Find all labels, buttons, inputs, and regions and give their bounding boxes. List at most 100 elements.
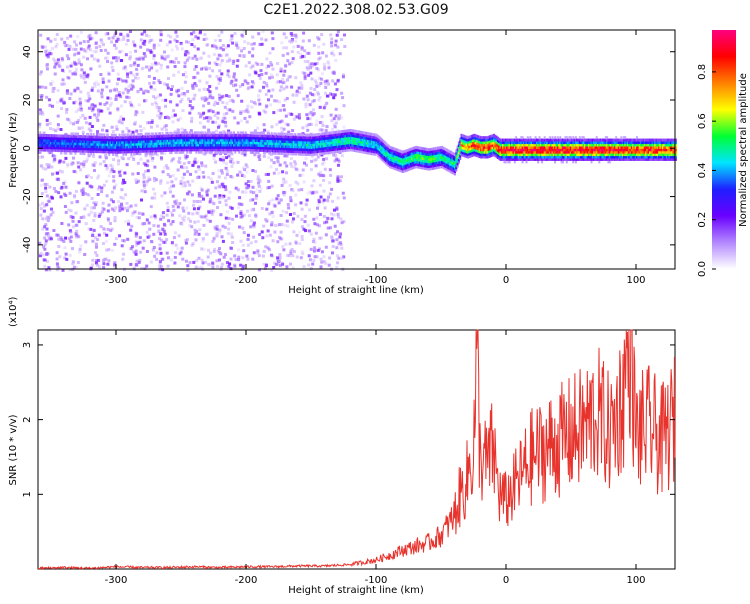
spectrogram-noise-cell [218, 258, 221, 262]
spectrogram-signal-cell [57, 141, 60, 145]
spectrogram-signal-cell [238, 136, 241, 140]
spectrogram-signal-cell [121, 143, 124, 147]
spectrogram-noise-cell [320, 115, 324, 119]
spectrogram-signal-cell [178, 150, 181, 154]
spectrogram-noise-cell [220, 72, 224, 76]
spectrogram-signal-cell [272, 142, 274, 145]
spectrogram-noise-cell [156, 114, 160, 118]
spectrogram-signal-cell [173, 136, 176, 140]
spectrogram-signal-cell [383, 145, 386, 149]
spectrogram-noise-cell [41, 112, 45, 116]
spectrogram-signal-cell [58, 136, 61, 140]
spectrogram-signal-cell [322, 139, 325, 143]
spectrogram-noise-cell [332, 70, 336, 74]
spectrogram-noise-cell [144, 170, 147, 173]
spectrogram-signal-cell [178, 138, 181, 142]
spectrogram-signal-cell [203, 143, 206, 147]
spectrogram-signal-cell [149, 147, 152, 150]
spectrogram-signal-cell [277, 135, 280, 138]
spectrogram-signal-cell [259, 141, 261, 145]
spectrogram-signal-cell [363, 143, 365, 147]
spectrogram-signal-cell [77, 149, 79, 153]
spectrogram-signal-cell [220, 148, 222, 152]
spectrogram-signal-cell [196, 145, 199, 149]
spectrogram-signal-cell [184, 131, 187, 135]
spectrogram-signal-cell [411, 149, 414, 153]
spectrogram-noise-cell [332, 123, 336, 127]
spectrogram-signal-cell [253, 131, 256, 135]
spectrogram-signal-cell [343, 132, 346, 136]
spectrogram-noise-cell [145, 250, 149, 253]
spectrogram-signal-cell [275, 134, 278, 138]
spectrogram-noise-cell [102, 207, 106, 211]
spectrogram-noise-cell [71, 47, 75, 51]
spectrogram-noise-cell [215, 231, 219, 235]
spectrogram-noise-cell [56, 100, 59, 104]
spectrogram-signal-cell [387, 164, 390, 167]
spectrogram-noise-cell [290, 33, 294, 37]
spectrogram-noise-cell [68, 69, 72, 73]
spectrogram-noise-cell [238, 84, 242, 88]
spectrogram-signal-cell [161, 151, 164, 155]
spectrogram-noise-cell [86, 46, 90, 50]
spectrogram-signal-cell [355, 134, 358, 138]
spectrogram-noise-cell [100, 91, 104, 95]
spectrogram-signal-cell [197, 145, 200, 149]
spectrogram-signal-cell [194, 136, 196, 140]
spectrogram-signal-cell [166, 144, 169, 147]
spectrogram-signal-cell [274, 149, 277, 153]
spectrogram-signal-cell [132, 142, 135, 146]
spectrogram-noise-cell [290, 50, 294, 54]
spectrogram-signal-cell [279, 137, 282, 141]
spectrogram-noise-cell [284, 36, 288, 40]
spectrogram-noise-cell [60, 82, 64, 86]
spectrogram-noise-cell [210, 210, 214, 214]
spectrogram-noise-cell [217, 169, 221, 173]
spectrogram-noise-cell [106, 166, 109, 170]
spectrogram-signal-cell [121, 138, 124, 142]
spectrogram-noise-cell [65, 91, 69, 95]
spectrogram-noise-cell [333, 159, 337, 163]
spectrogram-signal-cell [292, 138, 295, 141]
spectrogram-noise-cell [45, 203, 49, 206]
spectrogram-signal-cell [209, 148, 212, 152]
spectrogram-noise-cell [327, 66, 331, 70]
spectrogram-noise-cell [248, 115, 252, 119]
spectrogram-noise-cell [62, 100, 66, 104]
spectrogram-signal-cell [389, 155, 391, 159]
spectrogram-noise-cell [174, 44, 178, 48]
spectrogram-signal-cell [257, 143, 260, 147]
spectrogram-noise-cell [336, 175, 340, 179]
spectrogram-noise-cell [202, 125, 206, 129]
spectrogram-signal-cell [122, 136, 125, 139]
spectrogram-noise-cell [295, 89, 299, 93]
spectrogram-noise-cell [186, 264, 190, 268]
spectrogram-signal-cell [390, 146, 393, 150]
spectrogram-signal-cell [48, 148, 51, 152]
spectrogram-signal-cell [132, 145, 135, 149]
spectrogram-noise-cell [282, 32, 286, 36]
spectrogram-noise-cell [234, 83, 238, 87]
spectrogram-signal-cell [175, 134, 178, 137]
spectrogram-signal-cell [58, 139, 61, 143]
spectrogram-noise-cell [124, 53, 128, 57]
spectrogram-signal-cell [294, 142, 297, 146]
spectrogram-noise-cell [94, 80, 98, 84]
spectrogram-noise-cell [186, 170, 190, 174]
spectrogram-signal-cell [343, 149, 346, 153]
spectrogram-noise-cell [282, 46, 286, 50]
spectrogram-noise-cell [139, 38, 143, 42]
spectrogram-signal-cell [191, 133, 194, 137]
spectrogram-signal-cell [160, 151, 163, 155]
spectrogram-noise-cell [193, 54, 197, 58]
spectrogram-noise-cell [204, 232, 208, 236]
spectrogram-signal-cell [194, 143, 196, 147]
spectrogram-signal-cell [223, 145, 226, 149]
spectrogram-noise-cell [233, 116, 237, 120]
spectrogram-noise-cell [180, 222, 184, 226]
spectrogram-noise-cell [100, 186, 104, 190]
spectrogram-signal-cell [282, 137, 285, 141]
spectrogram-noise-cell [181, 206, 185, 210]
spectrogram-signal-cell [366, 132, 369, 136]
spectrogram-signal-cell [326, 151, 329, 155]
